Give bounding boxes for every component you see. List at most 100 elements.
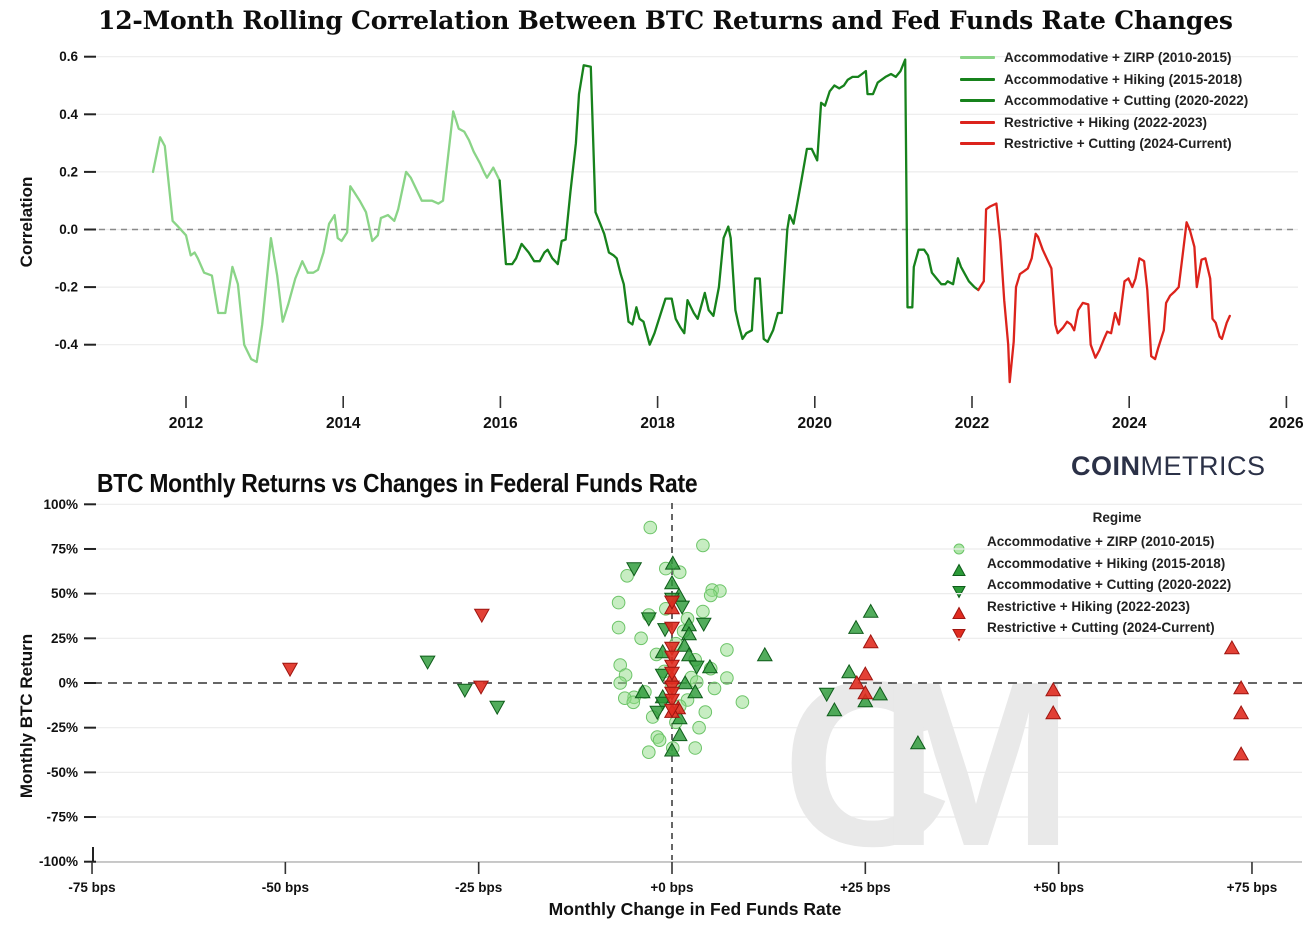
scatter-point bbox=[663, 686, 681, 702]
scatter-point bbox=[634, 683, 651, 699]
scatter-point bbox=[680, 625, 698, 641]
y-tick-label: 50% bbox=[51, 586, 78, 601]
logo-metrics: METRICS bbox=[1140, 451, 1266, 481]
legend-line-swatch bbox=[960, 142, 995, 146]
y-tick-label: 0.6 bbox=[59, 49, 78, 64]
x-axis-title: Monthly Change in Fed Funds Rate bbox=[549, 899, 842, 919]
x-tick-label: 2018 bbox=[640, 415, 675, 432]
scatter-point bbox=[857, 684, 874, 700]
watermark-letter-m: M bbox=[878, 632, 1074, 895]
x-tick-label: 2016 bbox=[483, 415, 518, 432]
legend-title: Regime bbox=[1092, 510, 1142, 525]
scatter-point bbox=[674, 600, 691, 615]
legend-label: Accommodative + Cutting (2020-2022) bbox=[987, 577, 1232, 593]
y-tick-label: -75% bbox=[46, 810, 78, 825]
scatter-point bbox=[1233, 746, 1250, 761]
scatter-point bbox=[871, 686, 889, 701]
x-tick-label: -25 bps bbox=[455, 880, 502, 895]
scatter-point bbox=[472, 680, 490, 695]
scatter-point bbox=[707, 681, 722, 696]
top-chart-legend: Accommodative + ZIRP (2010-2015) Accommo… bbox=[960, 47, 1248, 155]
scatter-point bbox=[663, 595, 681, 610]
x-tick-label: 2012 bbox=[169, 415, 203, 432]
scatter-point bbox=[620, 569, 634, 583]
y-tick-label: 0.4 bbox=[59, 107, 78, 122]
y-tick-label: -0.4 bbox=[55, 337, 79, 352]
y-tick-label: -50% bbox=[46, 765, 78, 780]
legend-label: Accommodative + Hiking (2015-2018) bbox=[1004, 71, 1243, 87]
y-tick-label: -25% bbox=[46, 720, 78, 735]
scatter-point bbox=[848, 674, 865, 690]
legend-label: Restrictive + Cutting (2024-Current) bbox=[987, 620, 1215, 636]
legend-label: Restrictive + Hiking (2022-2023) bbox=[1004, 114, 1207, 130]
scatter-point bbox=[720, 671, 734, 685]
series-line bbox=[1127, 221, 1231, 361]
legend-row: Restrictive + Cutting (2024-Current) bbox=[952, 617, 1282, 642]
x-tick-label: +0 bps bbox=[650, 880, 693, 895]
scatter-point bbox=[847, 619, 865, 634]
scatter-point bbox=[654, 668, 671, 684]
scatter-point bbox=[663, 666, 681, 682]
y-tick-label: 100% bbox=[43, 497, 78, 512]
scatter-point bbox=[281, 662, 299, 678]
legend-row: Accommodative + Cutting (2020-2022) bbox=[952, 574, 1282, 599]
y-tick-label: 0.2 bbox=[59, 164, 78, 179]
scatter-point bbox=[695, 617, 712, 633]
bottom-chart-legend: Regime Accommodative + ZIRP (2010-2015) … bbox=[952, 510, 1282, 642]
scatter-point bbox=[626, 695, 641, 710]
legend-row: Accommodative + Cutting (2020-2022) bbox=[960, 90, 1248, 112]
y-tick-label: 25% bbox=[51, 631, 78, 646]
scatter-point bbox=[649, 705, 666, 721]
x-tick-label: 2022 bbox=[955, 415, 989, 432]
scatter-point bbox=[696, 538, 710, 553]
scatter-point bbox=[687, 683, 704, 699]
scatter-point bbox=[652, 733, 667, 747]
y-tick-label: -0.2 bbox=[55, 280, 78, 295]
legend-row: Accommodative + ZIRP (2010-2015) bbox=[960, 47, 1248, 69]
legend-row: Restrictive + Hiking (2022-2023) bbox=[952, 596, 1282, 620]
scatter-point bbox=[611, 595, 626, 610]
legend-row: Accommodative + Hiking (2015-2018) bbox=[952, 553, 1282, 577]
legend-row: Accommodative + Hiking (2015-2018) bbox=[960, 69, 1248, 91]
scatter-point bbox=[663, 650, 681, 665]
x-tick-label: -50 bps bbox=[262, 880, 309, 895]
scatter-point bbox=[626, 562, 643, 577]
series-line bbox=[151, 110, 501, 364]
legend-label: Accommodative + ZIRP (2010-2015) bbox=[987, 534, 1215, 550]
scatter-point bbox=[489, 700, 506, 716]
x-tick-label: 2026 bbox=[1269, 415, 1304, 432]
y-axis-title: Monthly BTC Return bbox=[17, 634, 36, 798]
scatter-point bbox=[698, 705, 713, 719]
scatter-point bbox=[456, 683, 473, 699]
scatter-point bbox=[701, 658, 718, 674]
legend-line-swatch bbox=[960, 120, 995, 124]
scatter-point bbox=[611, 620, 626, 635]
bottom-chart-title: BTC Monthly Returns vs Changes in Federa… bbox=[97, 468, 698, 498]
rolling-correlation-line-chart: 0.6 0.4 0.2 0.0 -0.2 -0.4 2012 2014 2016 2018 2020… bbox=[17, 49, 1304, 432]
scatter-point bbox=[841, 663, 858, 679]
scatter-point bbox=[862, 633, 879, 649]
scatter-point bbox=[692, 720, 706, 735]
scatter-point bbox=[663, 574, 681, 590]
legend-label: Accommodative + ZIRP (2010-2015) bbox=[1004, 50, 1232, 66]
scatter-point bbox=[1045, 681, 1062, 697]
scatter-point bbox=[419, 655, 436, 670]
y-tick-label: 75% bbox=[51, 541, 78, 556]
legend-row: Restrictive + Cutting (2024-Current) bbox=[960, 133, 1248, 155]
scatter-point bbox=[1233, 679, 1250, 695]
scatter-point bbox=[663, 659, 681, 675]
top-chart-title: 12-Month Rolling Correlation Between BTC… bbox=[98, 6, 1233, 35]
legend-label: Restrictive + Cutting (2024-Current) bbox=[1004, 136, 1232, 152]
series-line bbox=[498, 64, 769, 346]
coinmetrics-logo: COINMETRICS bbox=[1071, 451, 1266, 482]
series-line bbox=[766, 58, 980, 343]
scatter-point bbox=[677, 674, 694, 690]
y-axis-title: Correlation bbox=[17, 177, 36, 268]
scatter-point bbox=[826, 701, 843, 717]
y-tick-label: -100% bbox=[39, 854, 78, 869]
scatter-point bbox=[664, 555, 681, 570]
x-tick-label: +75 bps bbox=[1227, 880, 1278, 895]
scatter-point bbox=[720, 643, 734, 657]
